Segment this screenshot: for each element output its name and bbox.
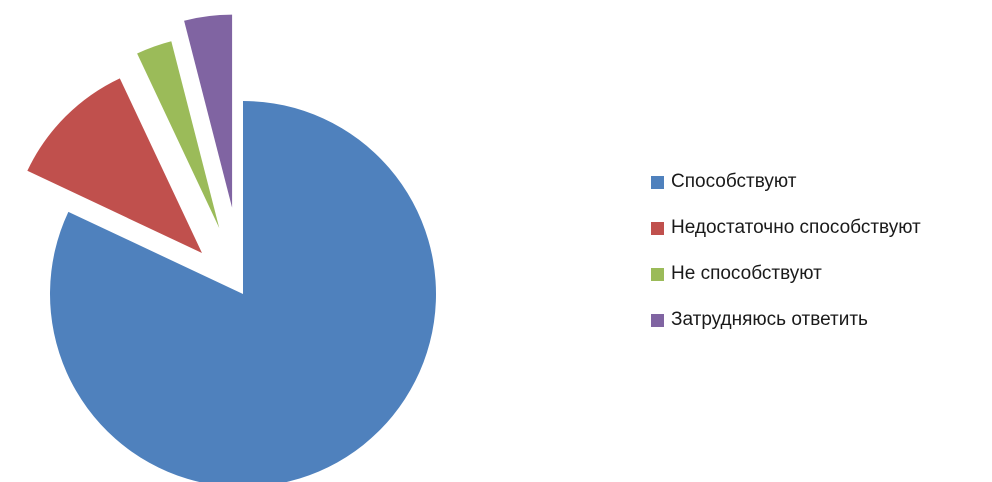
legend-item-nedostatochno-sposobstvuyut: Недостаточно способствуют [651, 215, 921, 241]
legend-label: Недостаточно способствуют [671, 217, 921, 238]
legend-item-sposobstvuyut: Способствуют [651, 169, 921, 195]
pie-slice [50, 101, 436, 482]
pie-slice [137, 41, 220, 229]
legend-item-zatrudnyayus-otvetit: Затрудняюсь ответить [651, 307, 921, 333]
legend-label: Способствуют [671, 171, 797, 192]
legend-swatch [651, 267, 664, 281]
pie-plot-area [27, 14, 436, 482]
legend-swatch [651, 313, 664, 327]
legend-label: Не способствуют [671, 263, 822, 284]
pie-slice [184, 14, 233, 208]
legend-swatch [651, 221, 664, 235]
legend-swatch [651, 175, 664, 189]
chart-legend: Способствуют Недостаточно способствуют Н… [651, 169, 921, 353]
legend-label: Затрудняюсь ответить [671, 309, 868, 330]
legend-item-ne-sposobstvuyut: Не способствуют [651, 261, 921, 287]
pie-slice [27, 78, 202, 253]
